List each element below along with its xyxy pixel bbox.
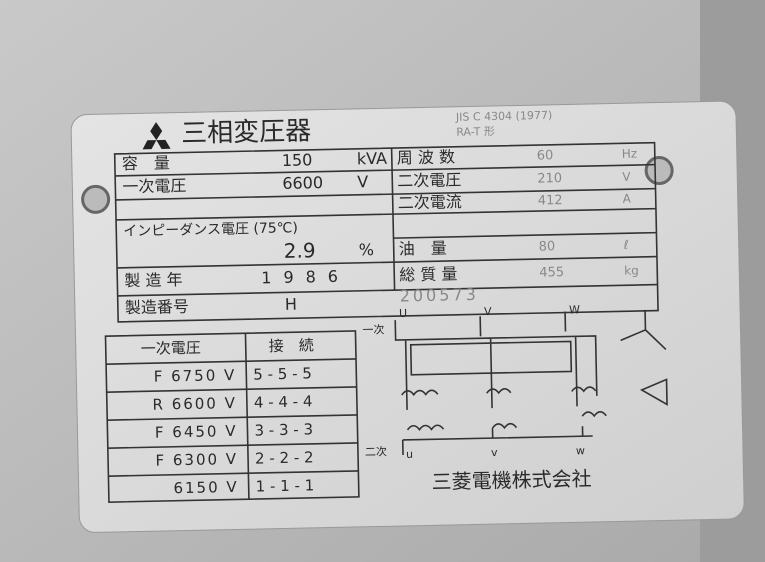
table-line [115,187,656,201]
tap-voltage: 6150 V [173,478,239,497]
tap-voltage: F 6750 V [154,366,237,386]
table-line [107,414,358,421]
spec-value: 6600 [282,173,323,193]
table-line [392,207,656,215]
wiring-diagram [394,309,668,455]
spec-label: インピーダンス電圧 (75℃) [123,220,298,240]
tap-voltage: F 6450 V [155,422,238,442]
nameplate: 三相変圧器 JIS C 4304 (1977) RA-T 形 容 量 150 kVA… [70,100,745,533]
spec-value: 60 [537,148,554,163]
spec-label: 総 質 量 [399,264,458,284]
spec-table [113,141,659,323]
spec-unit: Hz [622,147,638,161]
spec-unit: kg [624,263,639,277]
bolt [644,156,674,186]
table-frame [113,141,659,323]
table-line [108,470,359,477]
tap-voltage: F 6300 V [155,450,238,470]
spec-unit: A [623,192,632,206]
spec-label: 一次電圧 [122,176,186,196]
table-line [106,358,357,365]
tap-header: 接 続 [269,336,314,355]
logo [142,122,171,150]
spec-value: 2.9 [283,238,315,263]
terminal-label: W [569,303,580,316]
table-line [116,213,394,221]
spec-label: 周 波 数 [397,147,456,167]
spec-value: 150 [282,150,313,170]
spec-unit: ℓ [623,238,629,252]
table-line [117,283,658,297]
spec-value: 80 [539,239,556,254]
manufacturer: 三菱電機株式会社 [431,467,591,494]
table-frame [104,330,360,503]
tap-connection: 1 - 1 - 1 [255,476,314,495]
terminal-label: v [491,446,498,459]
standard: JIS C 4304 (1977) [455,109,552,124]
spec-value: 455 [539,265,564,281]
bolt [81,184,111,214]
tap-voltage: R 6600 V [152,394,237,414]
tap-table [104,330,360,503]
table-line [390,148,396,291]
serial-number: 200573 [400,285,479,306]
model: RA-T 形 [456,125,495,139]
plate [70,100,745,533]
tap-header: 一次電圧 [141,339,201,358]
spec-unit: % [359,240,375,259]
tap-connection: 5 - 5 - 5 [253,364,312,383]
table-line [393,231,657,239]
spec-unit: V [622,170,631,184]
spec-label: 製 造 年 [124,270,183,290]
table-line [117,255,657,269]
spec-label: 二次電流 [398,192,462,212]
terminal-label: V [484,305,492,318]
table-line [107,442,358,449]
terminal-label: u [406,448,413,461]
diagram-label: 一次 [362,322,384,336]
table-line [115,163,656,177]
spec-value: 1986 [261,267,350,288]
tap-connection: 3 - 3 - 3 [254,420,313,439]
terminal-label: w [576,444,585,457]
tap-connection: 2 - 2 - 2 [255,448,314,467]
tap-connection: 4 - 4 - 4 [254,392,313,411]
spec-label: 製造番号 [125,297,189,317]
table-line [106,386,357,393]
spec-label: 油 量 [399,239,447,259]
spec-unit: V [357,172,368,191]
title: 三相変圧器 [181,116,312,149]
spec-unit: kVA [357,149,388,169]
spec-label: 容 量 [122,153,170,173]
terminal-label: U [399,307,407,320]
spec-label: 二次電圧 [397,170,461,190]
spec-value: 412 [538,193,563,209]
spec-value: H [285,295,297,314]
diagram-label: 二次 [365,444,387,458]
spec-value: 210 [537,171,562,187]
